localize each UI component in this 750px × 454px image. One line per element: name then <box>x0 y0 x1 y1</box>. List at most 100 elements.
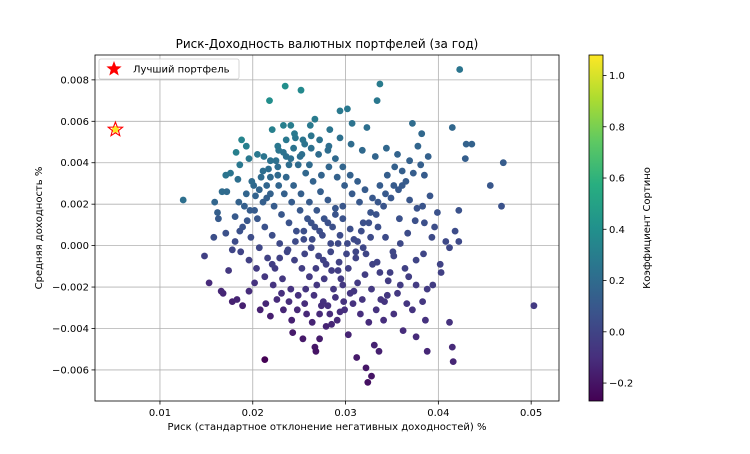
scatter-point <box>236 161 244 169</box>
scatter-point <box>299 136 307 144</box>
scatter-point <box>332 204 339 212</box>
scatter-point <box>284 246 292 254</box>
scatter-point <box>381 298 388 305</box>
scatter-point <box>372 211 380 218</box>
scatter-point <box>285 161 293 169</box>
scatter-point <box>498 202 505 210</box>
scatter-point <box>346 225 354 233</box>
scatter-point <box>238 136 246 144</box>
scatter-point <box>404 229 412 237</box>
scatter-point <box>431 223 438 231</box>
scatter-point <box>374 223 382 231</box>
best-portfolio-marker <box>106 120 125 137</box>
scatter-point <box>324 219 332 227</box>
scatter-point <box>334 240 342 247</box>
scatter-point <box>339 281 347 289</box>
scatter-point <box>294 161 302 169</box>
scatter-point <box>316 310 323 318</box>
scatter-point <box>315 252 322 260</box>
scatter-point <box>383 291 391 299</box>
scatter-point <box>306 161 313 169</box>
scatter-point <box>222 171 230 179</box>
scatter-point <box>327 240 335 247</box>
scatter-point <box>336 231 344 239</box>
scatter-point <box>293 306 301 314</box>
scatter-point <box>365 318 373 326</box>
scatter-point <box>449 358 457 365</box>
scatter-point <box>274 163 282 171</box>
scatter-point <box>346 171 354 179</box>
y-axis-label: Средняя доходность % <box>34 167 45 290</box>
scatter-point <box>290 182 297 189</box>
scatter-point <box>260 153 268 160</box>
scatter-point <box>279 275 286 283</box>
scatter-point <box>372 306 380 314</box>
scatter-point <box>334 267 342 274</box>
scatter-point <box>300 236 308 243</box>
scatter-point <box>417 161 425 169</box>
scatter-point <box>419 202 426 210</box>
scatter-point <box>436 260 444 268</box>
scatter-point <box>273 296 281 303</box>
chart-title: Риск-Доходность валютных портфелей (за г… <box>176 37 479 51</box>
scatter-point <box>292 238 299 245</box>
scatter-point <box>319 231 326 239</box>
scatter-point <box>280 122 287 129</box>
scatter-point <box>437 269 445 276</box>
scatter-point <box>287 285 295 293</box>
scatter-point <box>386 269 394 276</box>
scatter-point <box>367 209 374 216</box>
scatter-point <box>262 300 270 307</box>
scatter-point <box>280 190 288 198</box>
scatter-point <box>298 265 306 272</box>
scatter-point <box>255 244 263 252</box>
scatter-point <box>328 320 335 328</box>
scatter-point <box>332 155 339 163</box>
scatter-point <box>339 215 347 223</box>
scatter-point <box>412 333 420 341</box>
scatter-point <box>327 248 335 256</box>
scatter-point <box>375 347 383 355</box>
scatter-point <box>411 217 419 225</box>
y-tick-label: 0.008 <box>60 75 89 86</box>
scatter-point <box>312 347 320 355</box>
best-portfolio-star-icon <box>106 120 125 137</box>
scatter-point <box>446 244 453 252</box>
scatter-point <box>311 223 319 231</box>
scatter-point <box>362 250 370 258</box>
scatter-point <box>275 182 283 189</box>
scatter-point <box>267 157 274 165</box>
scatter-point <box>409 169 417 177</box>
scatter-point <box>448 343 456 351</box>
scatter-point <box>412 256 420 264</box>
scatter-point <box>398 167 406 175</box>
scatter-point <box>261 223 269 231</box>
scatter-point <box>316 335 323 343</box>
scatter-point <box>336 107 344 115</box>
y-tick-label: 0.004 <box>60 158 89 169</box>
scatter-point <box>287 122 295 129</box>
scatter-point <box>353 354 361 361</box>
scatter-point <box>358 146 366 154</box>
scatter-point <box>296 207 304 214</box>
scatter-point <box>371 153 379 160</box>
scatter-point <box>336 134 344 142</box>
scatter-point <box>348 120 356 127</box>
scatter-point <box>259 167 267 175</box>
legend-star-icon <box>106 61 122 76</box>
scatter-point <box>423 347 431 355</box>
scatter-point <box>335 258 343 266</box>
scatter-point <box>319 256 327 264</box>
scatter-point <box>215 215 222 223</box>
scatter-point <box>298 151 306 158</box>
scatter-point <box>446 318 453 326</box>
scatter-point <box>252 192 259 200</box>
scatter-point <box>278 289 285 297</box>
scatter-point <box>268 231 276 239</box>
scatter-point <box>288 198 296 206</box>
scatter-point <box>254 215 261 223</box>
scatter-point <box>282 136 290 144</box>
scatter-point <box>293 227 300 235</box>
scatter-point <box>368 372 375 380</box>
